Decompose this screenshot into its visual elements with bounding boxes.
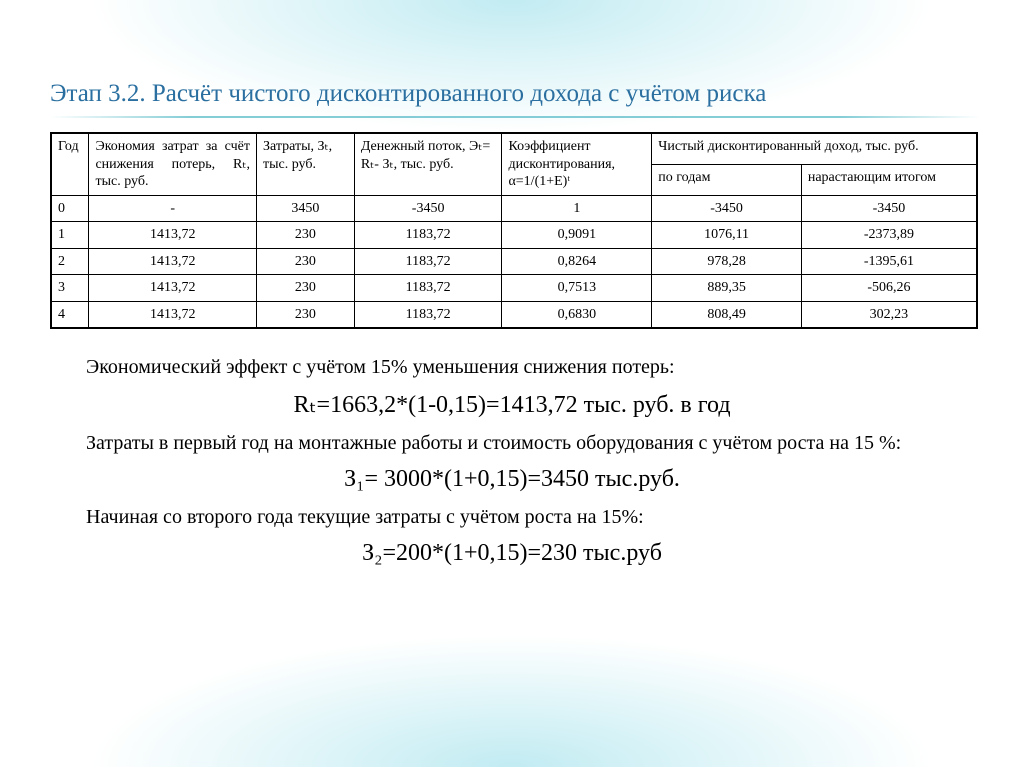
cell-npv-year: 1076,11 — [652, 222, 802, 249]
cell-costs: 230 — [256, 222, 354, 249]
th-costs: Затраты, Зₜ, тыс. руб. — [256, 133, 354, 195]
cell-economy: 1413,72 — [89, 222, 257, 249]
th-year: Год — [51, 133, 89, 195]
formula-3: З₂=200*(1+0,15)=230 тыс.руб — [86, 540, 938, 567]
cell-flow: 1183,72 — [354, 248, 502, 275]
table-row: 3 1413,72 230 1183,72 0,7513 889,35 -506… — [51, 275, 977, 302]
cell-npv-year: 808,49 — [652, 301, 802, 328]
cell-flow: 1183,72 — [354, 275, 502, 302]
cell-npv-cum: -2373,89 — [801, 222, 977, 249]
formula-1: Rₜ=1663,2*(1-0,15)=1413,72 тыс. руб. в г… — [86, 390, 938, 419]
cell-costs: 3450 — [256, 195, 354, 222]
paragraph-2: Затраты в первый год на монтажные работы… — [86, 429, 938, 458]
th-npv-cum: нарастающим итогом — [801, 164, 977, 195]
cell-flow: 1183,72 — [354, 222, 502, 249]
title-underline — [50, 116, 980, 118]
cell-costs: 230 — [256, 275, 354, 302]
text-block: Экономический эффект с учётом 15% уменьш… — [50, 353, 974, 567]
th-flow: Денежный поток, Эₜ= Rₜ- Зₜ, тыс. руб. — [354, 133, 502, 195]
th-npv-year: по годам — [652, 164, 802, 195]
cell-economy: - — [89, 195, 257, 222]
th-npv-group: Чистый дисконтированный доход, тыс. руб. — [652, 133, 977, 164]
cell-economy: 1413,72 — [89, 275, 257, 302]
formula-2: З₁= 3000*(1+0,15)=3450 тыс.руб. — [86, 466, 938, 493]
cell-economy: 1413,72 — [89, 301, 257, 328]
cell-year: 0 — [51, 195, 89, 222]
table-body: 0 - 3450 -3450 1 -3450 -3450 1 1413,72 2… — [51, 195, 977, 328]
cell-costs: 230 — [256, 248, 354, 275]
paragraph-1: Экономический эффект с учётом 15% уменьш… — [86, 353, 938, 382]
cell-costs: 230 — [256, 301, 354, 328]
cell-npv-year: -3450 — [652, 195, 802, 222]
slide: Этап 3.2. Расчёт чистого дисконтированно… — [0, 0, 1024, 767]
cell-npv-year: 889,35 — [652, 275, 802, 302]
cell-flow: -3450 — [354, 195, 502, 222]
table-row: 2 1413,72 230 1183,72 0,8264 978,28 -139… — [51, 248, 977, 275]
cell-coef: 0,8264 — [502, 248, 652, 275]
th-coef: Коэффициент дисконтирования, α=1/(1+Е)ᵗ — [502, 133, 652, 195]
paragraph-3: Начиная со второго года текущие затраты … — [86, 503, 938, 532]
cell-coef: 0,9091 — [502, 222, 652, 249]
cell-coef: 1 — [502, 195, 652, 222]
cell-year: 3 — [51, 275, 89, 302]
cell-economy: 1413,72 — [89, 248, 257, 275]
table-row: 0 - 3450 -3450 1 -3450 -3450 — [51, 195, 977, 222]
cell-year: 4 — [51, 301, 89, 328]
cell-year: 2 — [51, 248, 89, 275]
cell-npv-cum: -506,26 — [801, 275, 977, 302]
slide-title: Этап 3.2. Расчёт чистого дисконтированно… — [50, 80, 974, 108]
table-row: 4 1413,72 230 1183,72 0,6830 808,49 302,… — [51, 301, 977, 328]
cell-coef: 0,7513 — [502, 275, 652, 302]
cell-npv-cum: 302,23 — [801, 301, 977, 328]
cell-npv-cum: -1395,61 — [801, 248, 977, 275]
table-header: Год Экономия затрат за счёт снижения пот… — [51, 133, 977, 195]
cell-npv-year: 978,28 — [652, 248, 802, 275]
th-economy: Экономия затрат за счёт снижения потерь,… — [89, 133, 257, 195]
cell-year: 1 — [51, 222, 89, 249]
cell-coef: 0,6830 — [502, 301, 652, 328]
cell-npv-cum: -3450 — [801, 195, 977, 222]
table-row: 1 1413,72 230 1183,72 0,9091 1076,11 -23… — [51, 222, 977, 249]
npv-table: Год Экономия затрат за счёт снижения пот… — [50, 132, 978, 329]
cell-flow: 1183,72 — [354, 301, 502, 328]
